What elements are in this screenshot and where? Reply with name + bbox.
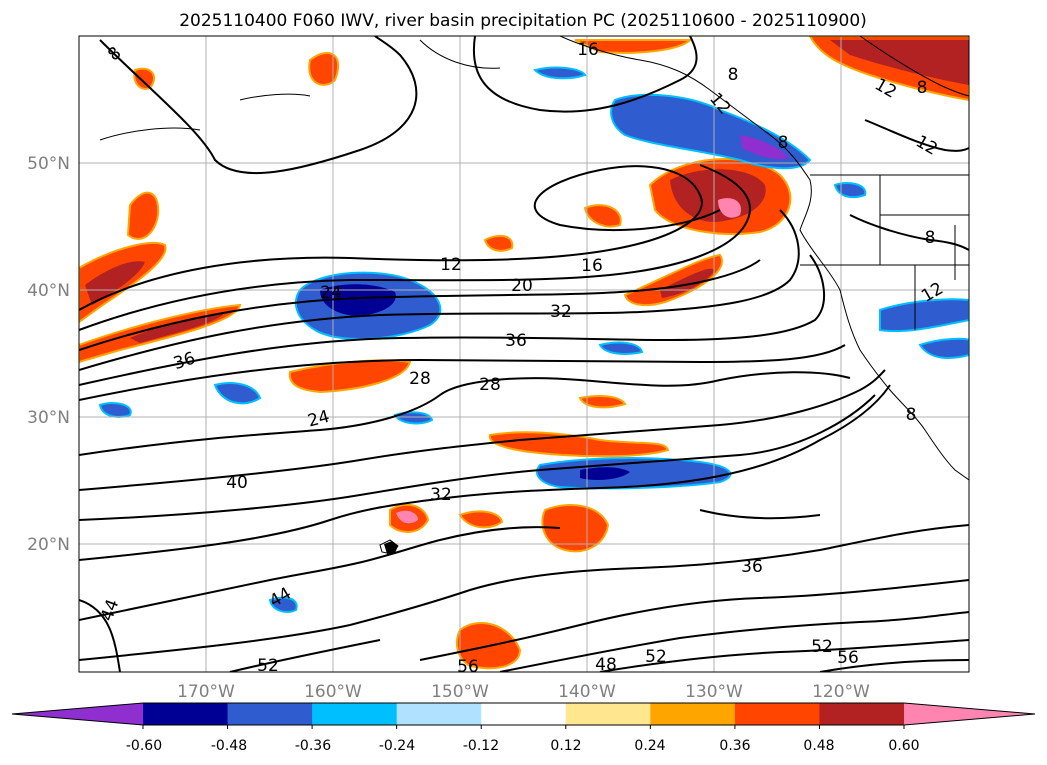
- precip-positive-area: [458, 510, 504, 529]
- colorbar-bin: [227, 703, 313, 725]
- precip-positive-area: [133, 67, 155, 90]
- precip-positive-area: [308, 51, 340, 86]
- precip-negative-area: [580, 467, 630, 480]
- colorbar-bin: [312, 703, 398, 725]
- precip-negative-area: [833, 182, 867, 199]
- iwv-contours: [79, 36, 969, 672]
- colorbar-tick-label: -0.12: [463, 738, 499, 754]
- colorbar-bin: [143, 703, 229, 725]
- precip-positive-area: [660, 268, 715, 298]
- colorbar-tick-label: -0.36: [295, 738, 331, 754]
- contour-label: 52: [257, 656, 279, 676]
- longitude-labels: 170°W 160°W 150°W 140°W 130°W 120°W: [177, 682, 870, 702]
- precip-positive-area: [130, 312, 225, 343]
- precip-negative-area: [268, 596, 298, 613]
- contour-label: 8: [728, 65, 739, 85]
- precip-negative-area: [598, 341, 644, 355]
- contour-label: 8: [906, 405, 917, 425]
- contour-label: 8: [778, 133, 789, 153]
- precip-positive-area: [85, 261, 145, 305]
- contour-label: 56: [457, 657, 479, 677]
- contour-label: 48: [595, 655, 617, 675]
- contour-label: 28: [409, 369, 431, 389]
- colorbar-extend-low: [12, 703, 143, 725]
- contour-label: 8: [925, 228, 936, 248]
- colorbar-tick-label: 0.24: [634, 738, 665, 754]
- lon-label: 120°W: [812, 682, 870, 702]
- lon-label: 140°W: [558, 682, 616, 702]
- lat-label: 20°N: [27, 535, 70, 555]
- contour-label: 56: [837, 648, 859, 668]
- colorbar-bin: [819, 703, 905, 725]
- colorbar-tick-label: 0.48: [803, 738, 834, 754]
- precip-positive-area: [583, 204, 622, 228]
- colorbar-tick-label: -0.60: [126, 738, 162, 754]
- contour-label: 52: [645, 647, 667, 667]
- precip-negative-area: [320, 284, 396, 316]
- precip-positive-area: [483, 234, 514, 252]
- precip-positive-area: [396, 510, 418, 524]
- latitude-labels: 50°N 40°N 30°N 20°N: [27, 154, 70, 555]
- contour-label: 40: [226, 473, 248, 493]
- colorbar-tick-label: -0.24: [379, 738, 415, 754]
- colorbar-tick-label: 0.36: [719, 738, 750, 754]
- lat-label: 50°N: [27, 154, 70, 174]
- precip-negative-area: [213, 382, 262, 405]
- coastlines: [99, 36, 969, 555]
- graticule: [79, 36, 969, 672]
- contour-label: 16: [577, 40, 599, 60]
- contour-label: 8: [917, 78, 928, 98]
- contour-label: 16: [581, 256, 603, 276]
- precip-negative-area: [740, 135, 790, 160]
- precip-positive-area: [623, 253, 723, 307]
- colorbar-tick-label: 0.60: [888, 738, 919, 754]
- contour-label: 24: [320, 283, 342, 303]
- colorbar-tick-label: -0.48: [211, 738, 247, 754]
- colorbar-tick-label: 0.12: [550, 738, 581, 754]
- figure-title: 2025110400 F060 IWV, river basin precipi…: [179, 11, 867, 31]
- colorbar-bin: [565, 703, 651, 725]
- lon-label: 170°W: [177, 682, 235, 702]
- precip-negative-area: [918, 337, 969, 359]
- lon-label: 130°W: [685, 682, 743, 702]
- precip-positive-area: [541, 504, 610, 553]
- contour-label: 36: [505, 331, 527, 351]
- colorbar-extend-high: [904, 703, 1035, 725]
- precip-shading: [79, 36, 969, 670]
- colorbar-bin: [396, 703, 482, 725]
- lon-label: 150°W: [431, 682, 489, 702]
- precip-positive-area: [670, 169, 766, 222]
- contour-label: 32: [430, 485, 452, 505]
- lon-label: 160°W: [304, 682, 362, 702]
- contour-label: 12: [440, 255, 462, 275]
- colorbar-bin: [481, 703, 567, 725]
- hawaii-islands: [384, 541, 398, 554]
- precip-negative-area: [533, 66, 587, 80]
- colorbar-bin: [734, 703, 820, 725]
- contour-labels: 8 16 8 12 8 12 12 8 12 16 20 24 32 36 36…: [97, 40, 947, 677]
- contour-label: 36: [741, 557, 763, 577]
- precip-positive-area: [126, 191, 160, 240]
- contour-label: 20: [511, 276, 533, 296]
- precip-positive-area: [718, 198, 741, 218]
- colorbar-tick-labels: -0.60 -0.48 -0.36 -0.24 -0.12 0.12 0.24 …: [126, 738, 920, 754]
- precip-negative-area: [879, 298, 969, 333]
- map-plot-area: 8 16 8 12 8 12 12 8 12 16 20 24 32 36 36…: [78, 35, 970, 677]
- lat-label: 30°N: [27, 408, 70, 428]
- colorbar-bin: [650, 703, 736, 725]
- contour-label: 52: [811, 637, 833, 657]
- contour-label: 28: [479, 375, 501, 395]
- precip-negative-area: [98, 402, 132, 418]
- colorbar: [11, 702, 1036, 729]
- lat-label: 40°N: [27, 281, 70, 301]
- precip-positive-area: [578, 395, 627, 409]
- contour-label: 32: [550, 302, 572, 322]
